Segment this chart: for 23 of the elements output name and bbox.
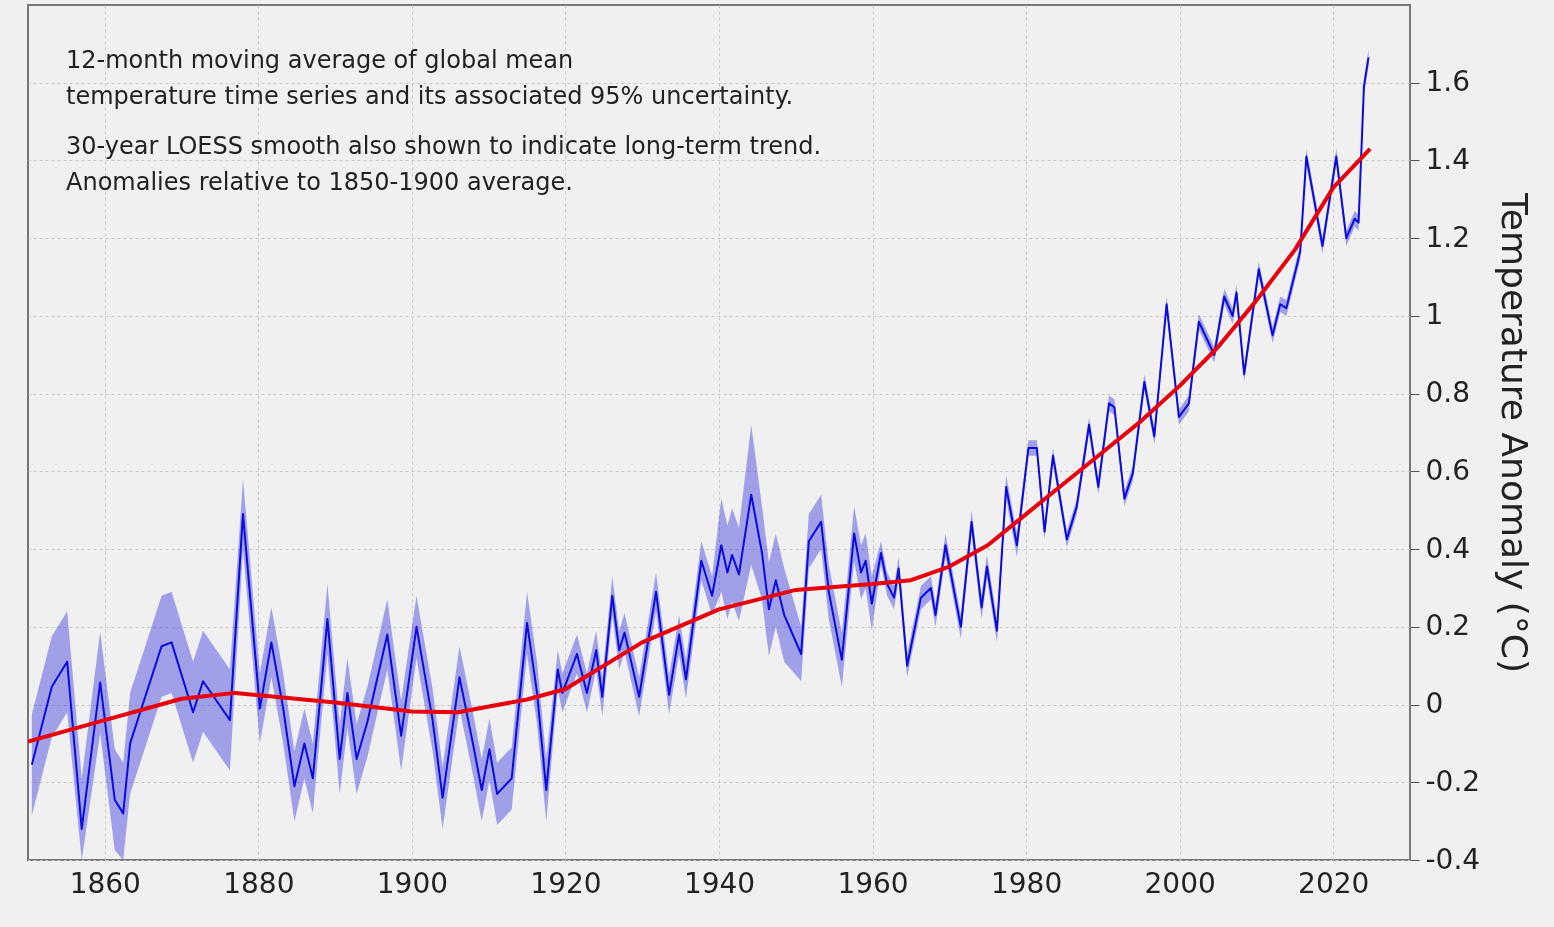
y-tick-label: 0.2 [1425,609,1471,643]
y-tick-label: -0.2 [1425,764,1481,798]
x-tick-label: 1900 [376,866,449,900]
x-tick-label: 2020 [1298,866,1370,900]
x-tick-label: 1860 [69,866,141,900]
annotation: 30-year LOESS smooth also shown to indicate long-term trend. Anomalies relative to 1850-1900 average. [66,132,822,196]
y-tick-label: 1.2 [1425,220,1471,254]
y-tick-label: 0.6 [1425,453,1471,487]
x-tick-label: 1880 [223,866,295,900]
x-tick-label: 1920 [530,866,602,900]
x-tick-label: 1960 [837,866,909,900]
x-tick-label: 1940 [683,866,756,900]
y-axis-title: Temperature Anomaly (°C) [1494,191,1536,674]
x-tick-label: 1980 [990,866,1063,900]
y-tick-label: 1.4 [1425,142,1471,176]
annotation: 12-month moving average of global mean temperature time series and its associated 95% uncertainty. [66,46,794,110]
x-tick-label: 2000 [1144,866,1216,900]
y-tick-label: 1 [1425,298,1444,332]
y-tick-label: 0.8 [1425,376,1471,410]
y-tick-label: -0.4 [1425,842,1481,876]
y-tick-label: 1.6 [1425,65,1471,99]
y-tick-label: 0.4 [1425,531,1471,565]
y-tick-label: 0 [1425,687,1444,721]
